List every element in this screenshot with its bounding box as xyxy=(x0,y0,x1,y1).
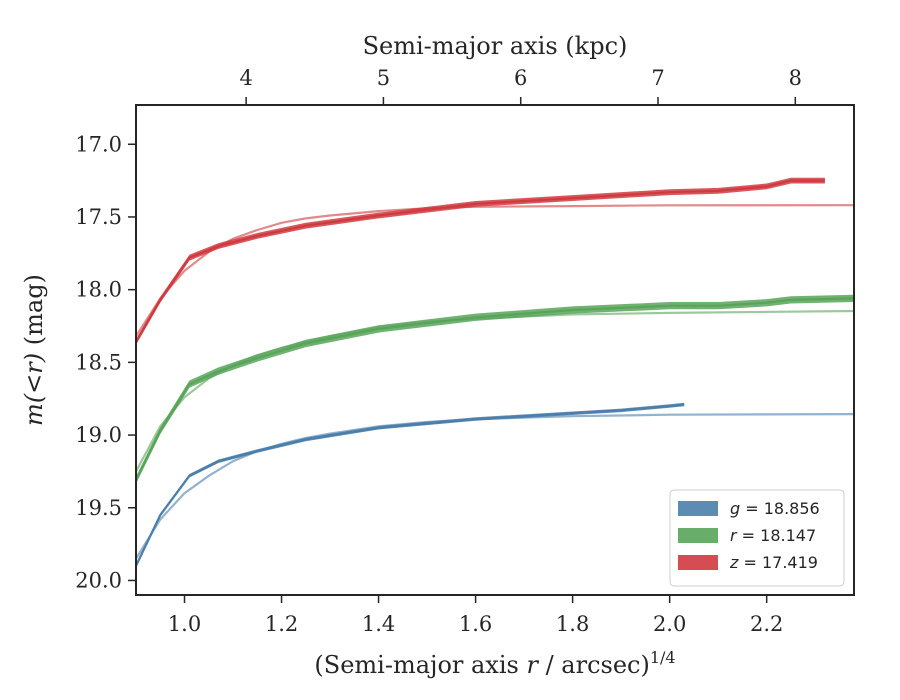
x-axis-title-var: r xyxy=(526,651,539,679)
fit-curve-r xyxy=(135,309,855,472)
profile-band-g xyxy=(136,402,685,568)
legend-swatch-z xyxy=(678,555,718,570)
bottom-x-axis: 1.0 1.2 1.4 1.6 1.8 2.0 2.2 xyxy=(168,595,783,636)
legend: g = 18.856 r = 18.147 z = 17.419 xyxy=(669,489,845,587)
y-axis-title-main: m(<r) xyxy=(20,353,48,426)
x-axis-title-sup: 1/4 xyxy=(650,648,676,667)
x-tick-label: 1.2 xyxy=(265,612,298,636)
x-tick-label: 1.8 xyxy=(556,612,589,636)
y-tick-label: 19.0 xyxy=(75,423,122,447)
x-axis-title-pre: (Semi-major axis xyxy=(314,651,526,679)
y-tick-label: 17.0 xyxy=(75,132,122,156)
x-axis-title: (Semi-major axis r / arcsec)1/4 xyxy=(314,648,675,679)
y-tick-label: 19.5 xyxy=(75,496,122,520)
y-tick-label: 18.0 xyxy=(75,278,122,302)
top-tick-label: 4 xyxy=(239,66,252,90)
y-axis-title: m(<r) (mag) xyxy=(20,274,48,426)
top-tick-label: 5 xyxy=(377,66,390,90)
plot-frame xyxy=(135,104,855,596)
profile-curve-z xyxy=(135,179,825,343)
x-tick-label: 2.0 xyxy=(653,612,686,636)
y-axis: 17.0 17.5 18.0 18.5 19.0 19.5 20.0 xyxy=(75,132,136,592)
y-tick-label: 18.5 xyxy=(75,350,122,374)
data-profile-curves xyxy=(135,177,855,568)
legend-swatch-r xyxy=(678,528,718,543)
y-axis-title-unit: (mag) xyxy=(20,274,48,353)
profile-curve-r xyxy=(135,297,855,481)
legend-label-z: z = 17.419 xyxy=(729,553,818,572)
x-tick-label: 1.0 xyxy=(168,612,201,636)
legend-label-g: g = 18.856 xyxy=(730,499,820,518)
legend-swatch-g xyxy=(678,501,718,516)
profile-curve-g xyxy=(135,403,685,567)
top-x-axis: 4 5 6 7 8 xyxy=(239,66,802,105)
x-tick-label: 1.6 xyxy=(459,612,492,636)
x-axis-title-mid: / arcsec) xyxy=(538,651,650,679)
legend-label-r: r = 18.147 xyxy=(730,526,816,545)
x-tick-label: 1.4 xyxy=(362,612,395,636)
top-tick-label: 8 xyxy=(789,66,802,90)
y-tick-label: 17.5 xyxy=(75,205,122,229)
top-tick-label: 6 xyxy=(514,66,527,90)
top-tick-label: 7 xyxy=(651,66,664,90)
top-x-axis-title: Semi-major axis (kpc) xyxy=(363,32,628,60)
x-tick-label: 2.2 xyxy=(750,612,783,636)
fit-curve-z xyxy=(135,204,855,337)
y-tick-label: 20.0 xyxy=(75,568,122,592)
